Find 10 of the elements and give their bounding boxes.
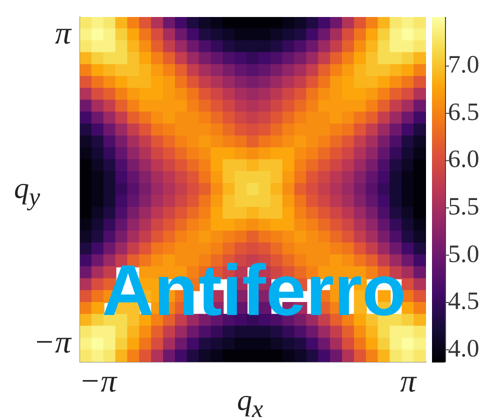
color-bar-label: 5.5: [448, 193, 480, 220]
color-bar-label: 6.0: [448, 146, 480, 174]
color-bar-label: 4.5: [448, 288, 480, 316]
color-bar-label: 6.5: [448, 98, 480, 126]
color-bar-label: 7.0: [448, 52, 480, 79]
color-bar-label: 5.0: [448, 240, 480, 268]
y-axis-title: q$_{y}$: [14, 172, 40, 213]
x-axis-title: q$_{x}$: [236, 384, 264, 418]
color-bar-label: 4.0: [448, 335, 480, 362]
annotation: Antiferro: [102, 251, 406, 332]
